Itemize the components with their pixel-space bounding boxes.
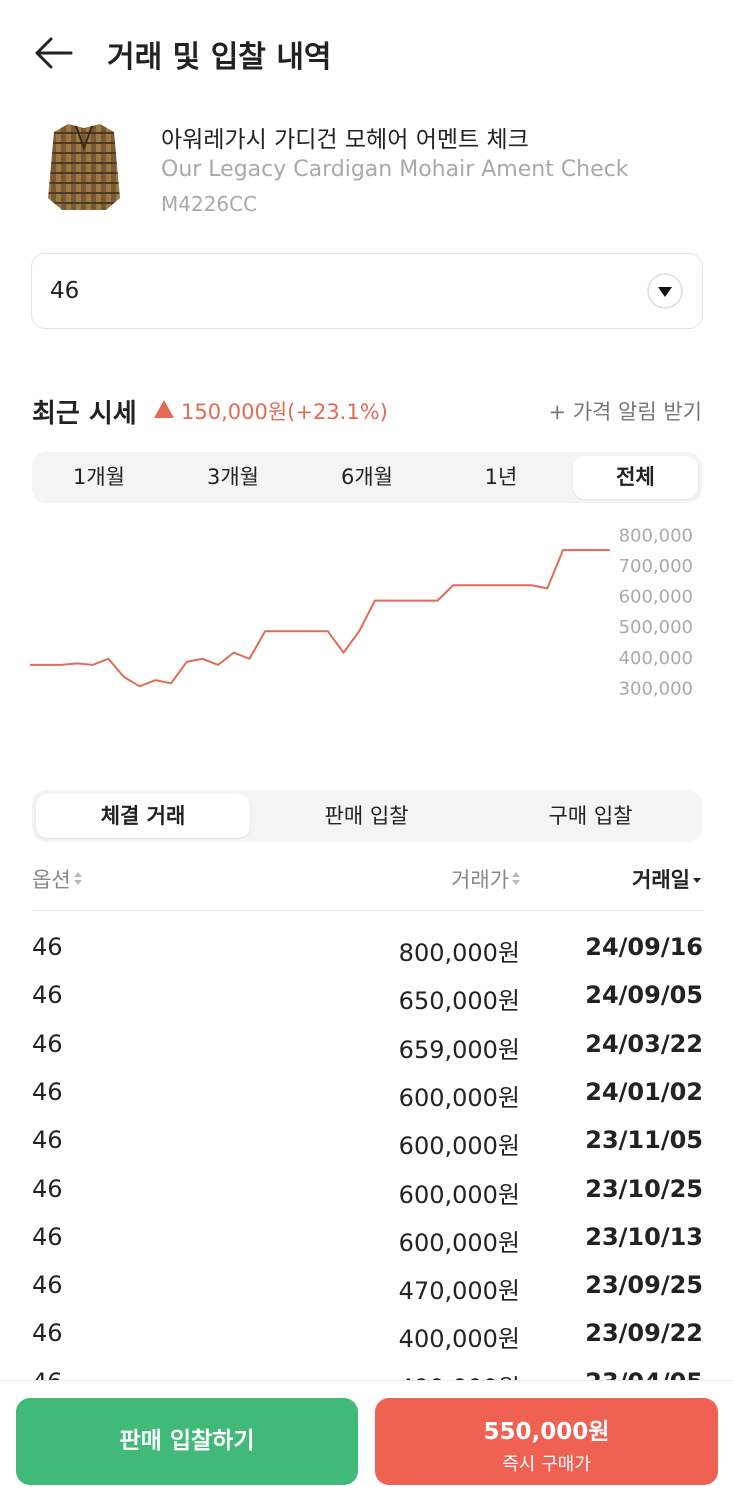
price-alert-link[interactable]: + 가격 알림 받기	[548, 400, 702, 424]
buy-button[interactable]: 550,000원 즉시 구매가	[375, 1398, 718, 1485]
y-tick-label: 600,000	[619, 587, 693, 608]
trade-row: 46 659,000원 24/03/22	[32, 1026, 703, 1074]
cell: 600,000원	[398, 1180, 520, 1209]
cell: 470,000원	[398, 1277, 520, 1306]
y-tick-label: 800,000	[619, 525, 693, 546]
column-header[interactable]: 옵션	[32, 864, 85, 894]
trade-row: 46 800,000원 24/09/16	[32, 929, 703, 977]
period-tab[interactable]: 1년	[484, 465, 518, 489]
buy-price: 550,000원	[483, 1419, 610, 1445]
cell: 24/03/22	[585, 1029, 703, 1058]
column-header[interactable]: 거래가	[451, 864, 523, 894]
price-line	[30, 549, 610, 688]
column-label: 옵션	[32, 868, 71, 892]
period-tab[interactable]: 6개월	[340, 465, 393, 489]
cell: 650,000원	[398, 987, 520, 1016]
price-change: 150,000원(+23.1%)	[181, 400, 388, 424]
back-button[interactable]	[33, 36, 73, 70]
trade-row: 46 470,000원 23/09/25	[32, 1267, 703, 1315]
buy-label: 즉시 구매가	[502, 1454, 591, 1475]
column-label: 거래일	[632, 868, 690, 892]
y-tick-label: 300,000	[619, 678, 693, 699]
column-label: 거래가	[451, 868, 509, 892]
cell: 23/09/22	[585, 1319, 703, 1348]
cell: 23/09/25	[585, 1271, 703, 1300]
cell: 23/11/05	[585, 1126, 703, 1155]
column-header[interactable]: 거래일	[632, 864, 704, 894]
trade-row: 46 400,000원 23/09/22	[32, 1315, 703, 1363]
y-tick-label: 700,000	[619, 556, 693, 577]
cell: 24/09/05	[585, 981, 703, 1010]
y-tick-label: 500,000	[619, 617, 693, 638]
trade-row: 46 600,000원 23/10/13	[32, 1219, 703, 1267]
trade-tabs: 체결 거래 판매 입찰 구매 입찰	[32, 790, 702, 842]
active-tab-bg	[36, 794, 250, 838]
cell: 600,000원	[398, 1083, 520, 1112]
trade-tab[interactable]: 체결 거래	[100, 804, 186, 828]
trade-tab[interactable]: 구매 입찰	[548, 804, 633, 828]
cell: 46	[32, 981, 63, 1010]
sort-icon	[512, 872, 520, 885]
product-code: M4226CC	[161, 192, 258, 216]
size-value: 46	[50, 278, 80, 304]
cell: 23/10/13	[585, 1222, 703, 1251]
sort-icon	[693, 878, 701, 883]
cell: 46	[32, 1126, 63, 1155]
active-tab-bg	[573, 456, 698, 499]
bottom-bar: 판매 입찰하기 550,000원 즉시 구매가	[0, 1380, 734, 1501]
dropdown-icon	[647, 273, 683, 309]
y-tick-label: 400,000	[619, 648, 693, 669]
product-name: 아워레가시 가디건 모헤어 어멘트 체크	[161, 127, 529, 153]
cell: 46	[32, 1222, 63, 1251]
divider	[32, 910, 703, 911]
cell: 800,000원	[398, 939, 520, 967]
cell: 600,000원	[398, 1132, 520, 1161]
cell: 659,000원	[398, 1035, 520, 1064]
period-tabs: 1개월 3개월 6개월 1년 전체	[32, 452, 702, 503]
cell: 600,000원	[398, 1228, 520, 1257]
cell: 46	[32, 933, 63, 961]
cell: 46	[32, 1174, 63, 1203]
trade-row: 46 600,000원 24/01/02	[32, 1074, 703, 1122]
cell: 46	[32, 1271, 63, 1300]
cell: 46	[32, 1077, 63, 1106]
cell: 24/01/02	[585, 1077, 703, 1106]
cell: 46	[32, 1319, 63, 1348]
period-tab[interactable]: 1개월	[72, 465, 125, 489]
cell: 400,000원	[398, 1325, 520, 1354]
cell: 24/09/16	[585, 933, 703, 961]
trade-tab[interactable]: 판매 입찰	[324, 804, 409, 828]
size-select[interactable]: 46	[31, 253, 703, 329]
market-title: 최근 시세	[32, 399, 137, 429]
sort-icon	[73, 872, 82, 885]
period-tab[interactable]: 전체	[616, 465, 655, 489]
sell-button[interactable]: 판매 입찰하기	[16, 1398, 358, 1485]
product-image	[48, 124, 120, 210]
cell: 23/10/25	[585, 1174, 703, 1203]
trade-row: 46 600,000원 23/10/25	[32, 1171, 703, 1219]
up-icon	[154, 400, 174, 418]
trade-row: 46 600,000원 23/11/05	[32, 1122, 703, 1170]
period-tab[interactable]: 3개월	[206, 465, 259, 489]
cell: 46	[32, 1029, 63, 1058]
product-name-en: Our Legacy Cardigan Mohair Ament Check	[161, 157, 629, 182]
trade-row: 46 650,000원 24/09/05	[32, 977, 703, 1025]
price-chart: 800,000 700,000 600,000 500,000 400,000 300,0…	[30, 525, 693, 699]
page-title: 거래 및 입찰 내역	[107, 40, 332, 75]
